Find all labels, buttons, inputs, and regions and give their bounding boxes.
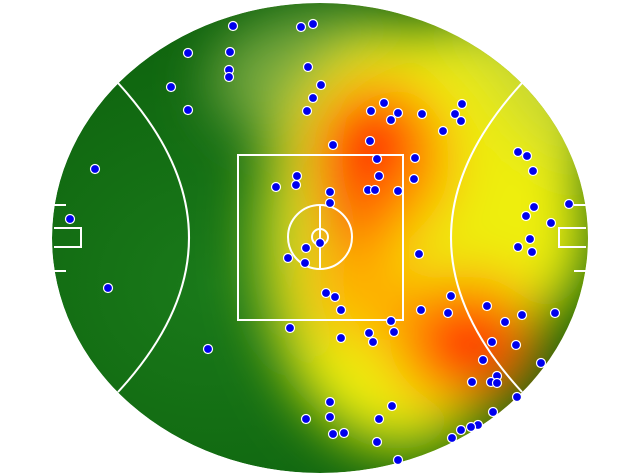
- point: [385, 315, 397, 327]
- point: [371, 153, 383, 165]
- point: [386, 400, 398, 412]
- point: [449, 108, 461, 120]
- point: [511, 391, 523, 403]
- point: [392, 107, 404, 119]
- point: [365, 105, 377, 117]
- point: [408, 173, 420, 185]
- point: [442, 307, 454, 319]
- point: [290, 179, 302, 191]
- point: [520, 210, 532, 222]
- point: [324, 396, 336, 408]
- point: [165, 81, 177, 93]
- point: [455, 424, 467, 436]
- point: [392, 185, 404, 197]
- point: [338, 427, 350, 439]
- point: [415, 304, 427, 316]
- point: [364, 135, 376, 147]
- point: [89, 163, 101, 175]
- point: [202, 343, 214, 355]
- point: [466, 376, 478, 388]
- point: [446, 432, 458, 444]
- point: [227, 20, 239, 32]
- point: [526, 246, 538, 258]
- point: [516, 309, 528, 321]
- point: [437, 125, 449, 137]
- point: [371, 436, 383, 448]
- point: [369, 184, 381, 196]
- point: [416, 108, 428, 120]
- point: [527, 165, 539, 177]
- point: [314, 237, 326, 249]
- point: [363, 327, 375, 339]
- point: [456, 98, 468, 110]
- point: [535, 357, 547, 369]
- point: [477, 354, 489, 366]
- point: [385, 114, 397, 126]
- point: [445, 290, 457, 302]
- point: [373, 413, 385, 425]
- point: [223, 71, 235, 83]
- point: [270, 181, 282, 193]
- point: [392, 454, 404, 466]
- point: [335, 304, 347, 316]
- point: [563, 198, 575, 210]
- point: [373, 170, 385, 182]
- point: [224, 46, 236, 58]
- point: [512, 241, 524, 253]
- point: [102, 282, 114, 294]
- point: [307, 92, 319, 104]
- point: [549, 307, 561, 319]
- point: [335, 332, 347, 344]
- point: [455, 115, 467, 127]
- point: [487, 406, 499, 418]
- point: [499, 316, 511, 328]
- point: [315, 79, 327, 91]
- point: [512, 146, 524, 158]
- point: [301, 105, 313, 117]
- point: [388, 326, 400, 338]
- point: [486, 336, 498, 348]
- point: [284, 322, 296, 334]
- point: [324, 197, 336, 209]
- point: [327, 428, 339, 440]
- point: [182, 47, 194, 59]
- point: [299, 257, 311, 269]
- point: [327, 139, 339, 151]
- point: [367, 336, 379, 348]
- point: [510, 339, 522, 351]
- point: [545, 217, 557, 229]
- point: [378, 97, 390, 109]
- point: [282, 252, 294, 264]
- point: [295, 21, 307, 33]
- point: [64, 213, 76, 225]
- point: [300, 413, 312, 425]
- point: [320, 287, 332, 299]
- point: [409, 152, 421, 164]
- point: [465, 421, 477, 433]
- point: [300, 242, 312, 254]
- point: [413, 248, 425, 260]
- point: [182, 104, 194, 116]
- point: [528, 201, 540, 213]
- point: [307, 18, 319, 30]
- point: [324, 186, 336, 198]
- point: [491, 377, 503, 389]
- point: [324, 411, 336, 423]
- point: [329, 291, 341, 303]
- point: [521, 150, 533, 162]
- point: [302, 61, 314, 73]
- point: [291, 170, 303, 182]
- field-lines: [54, 82, 586, 393]
- point: [524, 233, 536, 245]
- point: [481, 300, 493, 312]
